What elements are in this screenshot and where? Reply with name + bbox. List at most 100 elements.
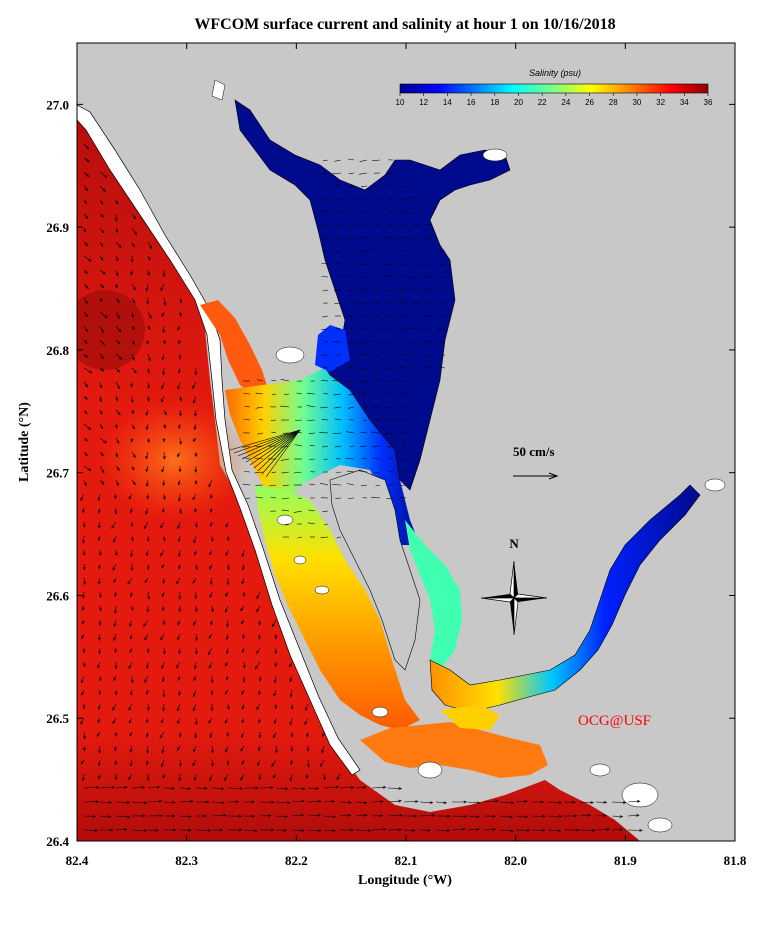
current-vector [425,288,433,291]
current-vector [83,381,89,388]
current-vector [243,786,259,790]
current-vector [467,801,481,805]
colorbar-title: Salinity (psu) [529,68,581,78]
current-vector [159,731,165,739]
current-vector [386,497,394,499]
current-vector [147,828,159,832]
current-vector [99,353,104,360]
current-vector [403,814,418,818]
current-vector [131,325,135,331]
current-vector [82,563,86,571]
current-vector [389,470,394,473]
current-vector [83,185,89,192]
current-vector [178,493,181,502]
current-vector [98,549,102,556]
current-vector [210,521,213,528]
current-vector [259,800,275,804]
current-vector [162,325,166,334]
current-vector [257,429,301,472]
gasparilla-sound [200,300,270,400]
current-vector [388,198,394,201]
current-vector [145,409,149,417]
current-vector [323,773,326,781]
current-vector [414,367,420,370]
current-vector [115,409,121,416]
current-vector [258,689,262,696]
current-vector [388,172,394,175]
current-vector [389,250,394,252]
current-vector [410,237,420,239]
current-vector [426,366,433,369]
current-vector [307,813,322,817]
current-vector [387,393,394,395]
x-axis-title: Longitude (°W) [358,873,452,888]
current-vector [360,341,368,344]
current-vector [113,619,117,628]
current-vector [336,224,342,226]
current-vector [130,521,134,527]
current-vector [249,429,301,466]
current-vector [161,311,165,318]
current-vector [208,661,213,669]
current-vector [227,800,240,804]
current-vector [425,340,433,343]
current-vector [131,213,136,220]
current-vector [145,283,149,292]
current-vector [211,801,225,805]
current-vector [114,605,118,614]
current-vector [323,523,329,525]
current-vector [439,366,446,369]
current-vector [175,661,181,669]
current-vector [401,406,407,408]
current-vector [131,451,136,459]
current-vector [162,507,165,514]
colorbar-tick-label: 28 [609,98,618,107]
current-vector [233,429,301,454]
current-vector [322,289,329,292]
current-vector [435,801,448,805]
nearshore-warm-patch [100,400,250,520]
current-vector [83,199,88,205]
current-vector [163,297,167,306]
current-vector [384,275,394,278]
colorbar-tick-label: 16 [467,98,476,107]
current-vector [99,409,103,415]
current-vector [114,759,118,766]
current-vector [348,158,355,161]
current-vector [413,249,420,252]
current-vector [259,814,272,818]
current-vector [209,577,213,586]
current-vector [387,289,394,292]
current-vector [80,717,85,725]
current-vector [176,703,181,712]
current-vector [273,731,277,739]
current-vector [178,354,182,360]
current-vector [161,381,165,390]
current-vector [293,471,303,474]
current-vector [82,549,86,556]
current-vector [226,675,229,681]
current-vector [258,731,262,739]
current-vector [99,325,104,334]
current-vector [260,828,275,832]
current-vector [99,283,105,289]
current-vector [547,829,562,833]
current-vector [128,717,133,724]
current-vector [177,479,181,486]
current-vector [131,283,136,291]
current-vector [130,395,134,404]
current-vector [374,263,381,265]
current-vector [483,814,496,818]
current-vector [386,315,394,318]
current-vector [371,445,381,447]
current-vector [611,801,627,804]
current-vector [355,814,368,817]
current-vector [80,675,85,684]
current-vector [115,451,119,459]
current-vector [114,647,118,654]
current-vector [265,429,301,478]
current-vector [335,367,342,369]
current-vector [298,432,303,434]
current-vector [210,689,214,696]
current-vector [146,493,150,500]
